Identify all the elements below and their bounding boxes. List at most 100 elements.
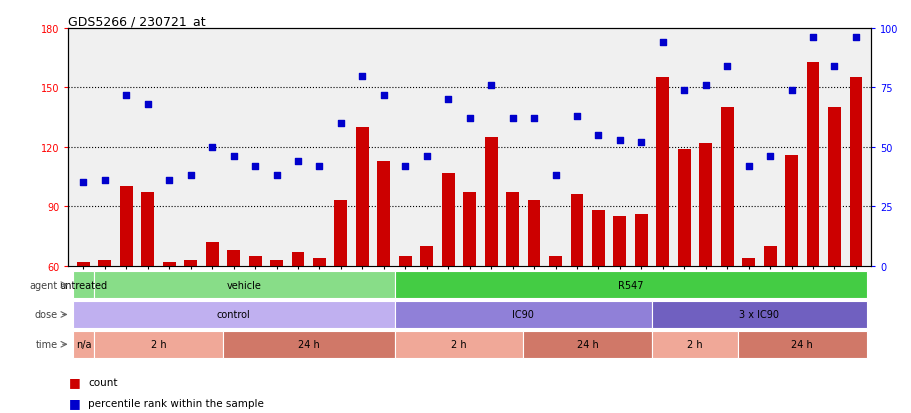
- Text: 2 h: 2 h: [150, 339, 166, 349]
- Bar: [141, 193, 154, 266]
- Bar: [227, 250, 240, 266]
- Bar: [720, 108, 732, 266]
- Bar: [73, 331, 94, 358]
- Point: [804, 35, 819, 42]
- Text: time: time: [36, 339, 57, 349]
- Bar: [699, 143, 711, 266]
- Point: [462, 116, 476, 122]
- Point: [826, 64, 841, 70]
- Bar: [77, 262, 90, 266]
- Bar: [377, 161, 390, 266]
- Bar: [651, 301, 865, 328]
- Point: [569, 113, 584, 120]
- Point: [698, 83, 712, 89]
- Bar: [591, 211, 604, 266]
- Bar: [394, 272, 865, 298]
- Point: [354, 73, 369, 80]
- Bar: [523, 331, 651, 358]
- Bar: [613, 216, 626, 266]
- Bar: [441, 173, 455, 266]
- Text: 24 h: 24 h: [791, 339, 813, 349]
- Point: [162, 177, 177, 184]
- Text: n/a: n/a: [76, 339, 91, 349]
- Point: [505, 116, 519, 122]
- Bar: [570, 195, 583, 266]
- Text: vehicle: vehicle: [227, 280, 261, 290]
- Bar: [484, 138, 497, 266]
- Bar: [206, 242, 219, 266]
- Text: IC90: IC90: [512, 310, 534, 320]
- Bar: [651, 331, 737, 358]
- Point: [783, 87, 798, 94]
- Point: [633, 140, 648, 146]
- Point: [484, 83, 498, 89]
- Bar: [355, 128, 368, 266]
- Bar: [292, 252, 304, 266]
- Text: agent: agent: [29, 280, 57, 290]
- Bar: [737, 331, 865, 358]
- Bar: [270, 260, 282, 266]
- Bar: [656, 78, 669, 266]
- Point: [312, 163, 326, 170]
- Bar: [119, 187, 133, 266]
- Point: [741, 163, 755, 170]
- Bar: [73, 301, 394, 328]
- Bar: [398, 256, 411, 266]
- Bar: [184, 260, 197, 266]
- Point: [140, 102, 155, 108]
- Point: [848, 35, 863, 42]
- Bar: [463, 193, 476, 266]
- Point: [676, 87, 691, 94]
- Point: [548, 173, 562, 179]
- Point: [205, 144, 220, 151]
- Bar: [827, 108, 840, 266]
- Point: [119, 92, 134, 99]
- Bar: [677, 150, 690, 266]
- Text: GDS5266 / 230721_at: GDS5266 / 230721_at: [68, 15, 206, 28]
- Bar: [420, 246, 433, 266]
- Point: [333, 121, 348, 127]
- Bar: [784, 155, 797, 266]
- Point: [248, 163, 262, 170]
- Text: control: control: [217, 310, 251, 320]
- Bar: [527, 201, 540, 266]
- Bar: [848, 78, 862, 266]
- Text: percentile rank within the sample: percentile rank within the sample: [88, 398, 264, 408]
- Text: 24 h: 24 h: [576, 339, 598, 349]
- Point: [590, 132, 605, 139]
- Point: [762, 154, 776, 160]
- Bar: [249, 256, 261, 266]
- Text: untreated: untreated: [59, 280, 107, 290]
- Bar: [94, 331, 222, 358]
- Bar: [334, 201, 347, 266]
- Text: 24 h: 24 h: [298, 339, 319, 349]
- Point: [269, 173, 283, 179]
- Point: [440, 97, 455, 103]
- Bar: [163, 262, 176, 266]
- Text: 3 x IC90: 3 x IC90: [739, 310, 779, 320]
- Bar: [548, 256, 561, 266]
- Point: [226, 154, 241, 160]
- Point: [612, 137, 627, 144]
- Text: 2 h: 2 h: [451, 339, 466, 349]
- Text: ■: ■: [68, 375, 80, 389]
- Point: [291, 158, 305, 165]
- Bar: [94, 272, 394, 298]
- Bar: [394, 331, 523, 358]
- Point: [527, 116, 541, 122]
- Text: dose: dose: [35, 310, 57, 320]
- Bar: [805, 62, 819, 266]
- Point: [719, 64, 733, 70]
- Point: [397, 163, 412, 170]
- Point: [419, 154, 434, 160]
- Point: [97, 177, 112, 184]
- Text: R547: R547: [617, 280, 642, 290]
- Bar: [742, 258, 754, 266]
- Point: [76, 180, 90, 186]
- Bar: [763, 246, 775, 266]
- Text: 2 h: 2 h: [686, 339, 702, 349]
- Bar: [394, 301, 651, 328]
- Point: [183, 173, 198, 179]
- Text: count: count: [88, 377, 118, 387]
- Point: [655, 40, 670, 46]
